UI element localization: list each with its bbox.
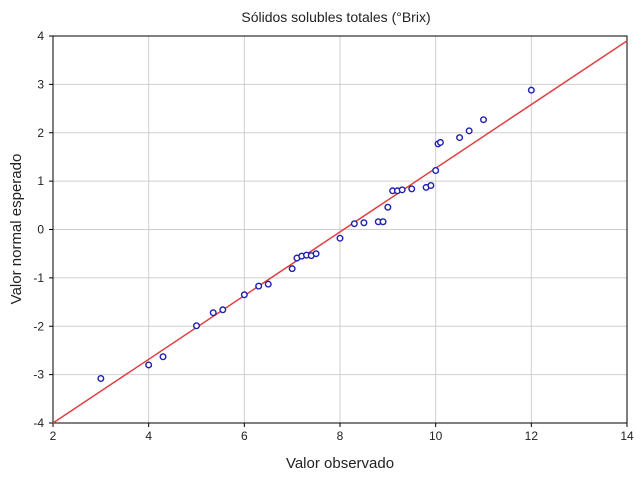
data-point — [97, 374, 105, 382]
y-tick-label: 1 — [37, 174, 44, 188]
data-point — [384, 203, 392, 211]
data-point — [398, 186, 406, 194]
data-point — [159, 353, 167, 361]
y-tick-label: -3 — [33, 368, 44, 382]
data-point — [336, 234, 344, 242]
y-axis-ticks: -4 -3 -2 -1 0 1 2 3 4 — [33, 29, 53, 430]
x-tick-label: 6 — [241, 429, 248, 443]
data-point — [465, 127, 473, 135]
y-tick-label: 4 — [37, 29, 44, 43]
data-point — [219, 306, 227, 314]
y-tick-label: 3 — [37, 77, 44, 91]
plot-area — [52, 40, 628, 424]
data-point — [145, 361, 153, 369]
x-tick-label: 4 — [145, 429, 152, 443]
data-point — [408, 185, 416, 193]
data-point — [456, 134, 464, 142]
chart-title: Sólidos solubles totales (°Brix) — [241, 9, 430, 25]
x-axis-ticks: 2 4 6 8 10 12 14 — [50, 423, 634, 443]
y-tick-label: -4 — [33, 416, 44, 430]
x-tick-label: 14 — [620, 429, 634, 443]
data-point — [527, 86, 535, 94]
y-tick-label: -1 — [33, 271, 44, 285]
y-axis-title: Valor normal esperado — [8, 154, 25, 305]
x-tick-label: 10 — [429, 429, 443, 443]
data-point — [312, 250, 320, 258]
data-point — [255, 282, 263, 290]
x-axis-title: Valor observado — [286, 455, 394, 472]
data-point — [480, 116, 488, 124]
x-tick-label: 8 — [337, 429, 344, 443]
x-tick-label: 12 — [525, 429, 539, 443]
data-point — [360, 219, 368, 227]
data-point — [264, 280, 272, 288]
data-point — [192, 322, 200, 330]
grid-lines — [53, 36, 627, 423]
data-point — [350, 220, 358, 228]
y-tick-label: -2 — [33, 319, 44, 333]
reference-line — [52, 40, 628, 424]
data-point — [436, 138, 444, 146]
data-point — [432, 166, 440, 174]
data-point — [427, 181, 435, 189]
data-point — [379, 218, 387, 226]
y-tick-label: 2 — [37, 126, 44, 140]
data-point — [209, 309, 217, 317]
data-point — [240, 291, 248, 299]
data-point — [288, 265, 296, 273]
y-tick-label: 0 — [37, 223, 44, 237]
x-tick-label: 2 — [50, 429, 57, 443]
